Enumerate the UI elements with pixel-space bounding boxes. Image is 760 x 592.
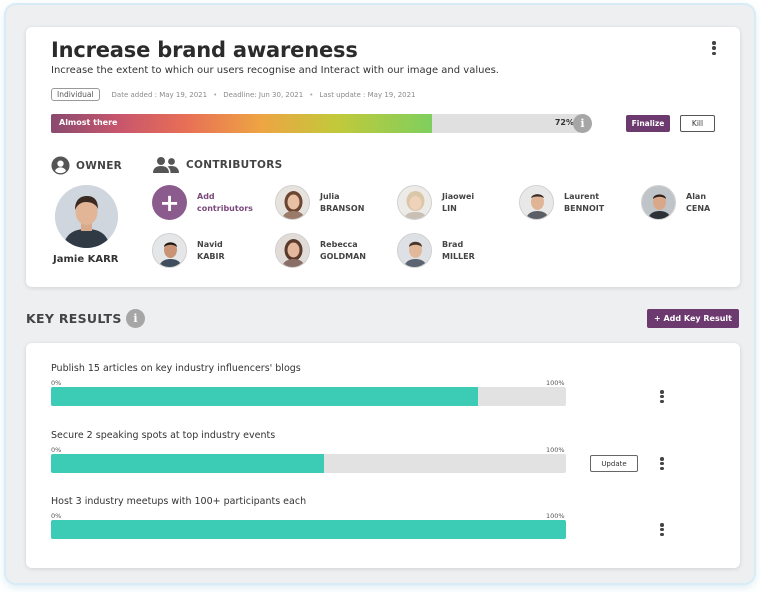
contributors-heading: CONTRIBUTORS [186, 159, 283, 171]
key-result-menu-icon[interactable] [655, 523, 669, 536]
key-result-progress-fill [51, 520, 566, 539]
update-button[interactable]: Update [590, 455, 638, 472]
progress-max-label: 100% [546, 446, 565, 454]
key-results-card: Publish 15 articles on key industry infl… [26, 343, 740, 568]
avatar [275, 233, 310, 268]
user-circle-icon [51, 156, 70, 175]
add-contributors-button[interactable]: + Add contributors [152, 185, 253, 220]
key-result-item: Host 3 industry meetups with 100+ partic… [51, 496, 711, 556]
first-name: Julia [320, 191, 340, 201]
progress-min-label: 0% [51, 512, 62, 520]
contributors-section-header: CONTRIBUTORS [152, 156, 282, 174]
add-icon: + [152, 185, 187, 220]
contributor-name: Jiaowei LIN [442, 191, 474, 215]
date-added: Date added : May 19, 2021 [111, 90, 208, 99]
contributor-name: Alan CENA [686, 191, 710, 215]
progress-max-label: 100% [546, 512, 565, 520]
contributor-card[interactable]: Jiaowei LIN [397, 185, 474, 220]
owner-name: Jamie KARR [53, 254, 119, 265]
owner-avatar[interactable] [55, 185, 118, 248]
objective-progress-fill [51, 114, 432, 133]
key-result-item: Publish 15 articles on key industry infl… [51, 363, 711, 423]
key-result-progress-bar [51, 454, 566, 473]
add-label-line2: contributors [197, 203, 253, 213]
last-name: KABIR [197, 251, 225, 261]
objective-progress-bar: Almost there 72% [51, 114, 580, 133]
contributor-card[interactable]: Laurent BENNOIT [519, 185, 604, 220]
meta-separator: • [213, 90, 218, 99]
last-name: LIN [442, 203, 457, 213]
contributor-card[interactable]: Brad MILLER [397, 233, 475, 268]
type-badge: Individual [51, 88, 100, 101]
first-name: Brad [442, 239, 464, 249]
first-name: Alan [686, 191, 707, 201]
meta-separator: • [309, 90, 314, 99]
contributor-card[interactable]: Rebecca GOLDMAN [275, 233, 366, 268]
owner-heading: OWNER [76, 159, 123, 172]
key-result-title: Host 3 industry meetups with 100+ partic… [51, 496, 307, 507]
progress-max-label: 100% [546, 379, 565, 387]
last-name: GOLDMAN [320, 251, 366, 261]
avatar [152, 233, 187, 268]
objective-title: Increase brand awareness [51, 38, 358, 62]
key-result-progress-bar [51, 387, 566, 406]
progress-min-label: 0% [51, 446, 62, 454]
progress-percent: 72% [554, 118, 574, 127]
key-result-progress-fill [51, 454, 324, 473]
key-result-menu-icon[interactable] [655, 457, 669, 470]
last-name: CENA [686, 203, 711, 213]
contributor-name: Laurent BENNOIT [564, 191, 604, 215]
users-icon [153, 157, 179, 173]
avatar-photo [55, 185, 118, 248]
first-name: Navid [197, 239, 223, 249]
contributor-card[interactable]: Julia BRANSON [275, 185, 364, 220]
objective-description: Increase the extent to which our users r… [51, 65, 499, 76]
key-results-heading: KEY RESULTS [26, 311, 122, 326]
key-result-title: Secure 2 speaking spots at top industry … [51, 430, 276, 441]
add-key-result-button[interactable]: + Add Key Result [647, 309, 739, 328]
avatar [519, 185, 554, 220]
avatar [397, 185, 432, 220]
avatar [275, 185, 310, 220]
objective-menu-icon[interactable] [707, 41, 721, 55]
key-result-title: Publish 15 articles on key industry infl… [51, 363, 301, 374]
contributor-card[interactable]: Navid KABIR [152, 233, 225, 268]
contributor-name: Julia BRANSON [320, 191, 364, 215]
key-result-progress-bar [51, 520, 566, 539]
contributor-name: Navid KABIR [197, 239, 225, 263]
progress-min-label: 0% [51, 379, 62, 387]
first-name: Jiaowei [442, 191, 475, 201]
last-update: Last update : May 19, 2021 [319, 90, 416, 99]
info-icon[interactable]: i [126, 309, 145, 328]
add-label-line1: Add [197, 191, 215, 201]
avatar [641, 185, 676, 220]
finalize-button[interactable]: Finalize [626, 115, 670, 132]
kill-button[interactable]: Kill [680, 115, 715, 132]
app-frame: Increase brand awareness Increase the ex… [6, 5, 754, 583]
owner-section-header: OWNER [51, 156, 122, 175]
last-name: MILLER [442, 251, 475, 261]
key-result-item: Secure 2 speaking spots at top industry … [51, 430, 711, 490]
avatar [397, 233, 432, 268]
first-name: Laurent [564, 191, 600, 201]
deadline: Deadline: Jun 30, 2021 [223, 90, 304, 99]
key-result-menu-icon[interactable] [655, 390, 669, 403]
progress-status-label: Almost there [59, 118, 118, 127]
last-name: BRANSON [320, 203, 365, 213]
objective-meta: Individual Date added : May 19, 2021 • D… [51, 88, 422, 101]
objective-card: Increase brand awareness Increase the ex… [26, 27, 740, 287]
contributor-name: Rebecca GOLDMAN [320, 239, 366, 263]
last-name: BENNOIT [564, 203, 605, 213]
contributor-name: Brad MILLER [442, 239, 475, 263]
first-name: Rebecca [320, 239, 358, 249]
contributor-card[interactable]: Alan CENA [641, 185, 710, 220]
info-icon[interactable]: i [573, 114, 592, 133]
key-result-progress-fill [51, 387, 479, 406]
add-contributors-label: Add contributors [197, 191, 253, 215]
